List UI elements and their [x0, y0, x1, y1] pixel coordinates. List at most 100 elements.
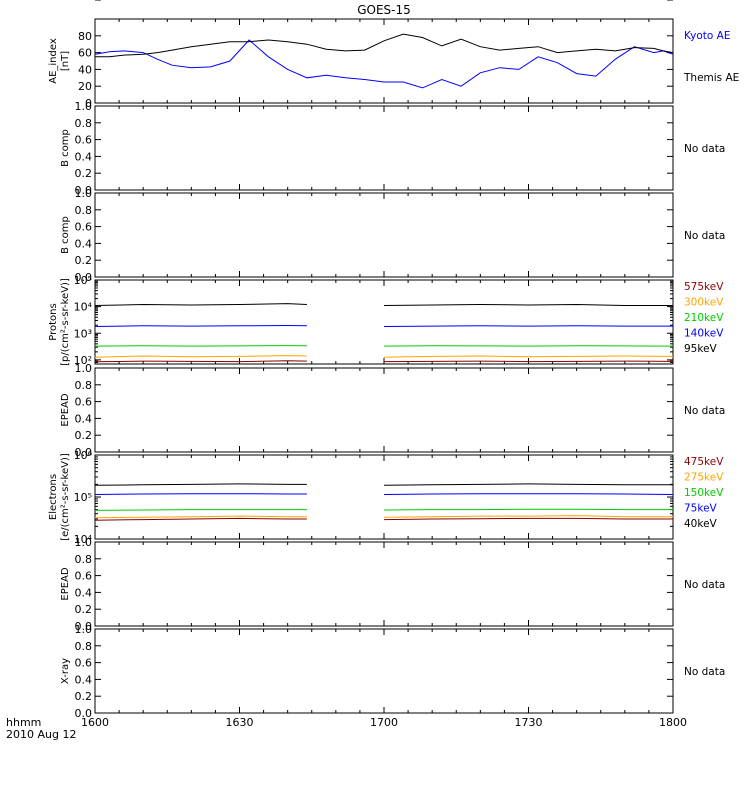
y-tick-label: 0.4	[75, 586, 93, 599]
y-axis-label: AE_index	[48, 38, 59, 84]
panel-frame	[94, 367, 674, 453]
time-axis-label-line1: hhmm	[6, 716, 41, 729]
no-data-label: No data	[684, 666, 725, 678]
y-tick-label: 0.6	[75, 134, 93, 147]
y-tick-label: 0.2	[75, 254, 93, 267]
series-line-575kev	[383, 360, 674, 363]
y-tick-label: 0	[85, 97, 92, 110]
y-axis-label: EPEAD	[60, 567, 71, 601]
y-tick-label: 1.0	[75, 100, 93, 113]
y-tick-label: 0.4	[75, 150, 93, 163]
legend-275kev: 275keV	[684, 472, 724, 484]
legend-140kev: 140keV	[684, 328, 724, 340]
plot-title: GOES-15	[357, 3, 411, 17]
y-axis-label: EPEAD	[60, 393, 71, 427]
y-tick-label: 0.4	[75, 673, 93, 686]
y-tick-label: 0.8	[75, 204, 93, 217]
series-line-40kev	[94, 483, 307, 486]
panel-frame	[94, 279, 674, 365]
y-tick-label: 100	[71, 0, 92, 3]
y-tick-label: 0.0	[75, 707, 93, 720]
y-tick-label: 60	[78, 47, 92, 60]
series-line-95kev	[94, 303, 307, 306]
time-axis-label-line2: 2010 Aug 12	[6, 728, 76, 741]
y-tick-label: 20	[78, 80, 92, 93]
y-tick-label: 0.8	[75, 379, 93, 392]
y-tick-label: 1.0	[75, 187, 93, 200]
y-axis-label: [e/(cm²-s-sr-keV)]	[60, 453, 71, 541]
panel-frame	[94, 454, 674, 540]
series-line-150kev	[94, 509, 307, 511]
y-tick-label: 0.0	[75, 271, 93, 284]
x-tick-label: 1700	[370, 716, 398, 729]
panel-b-comp-2: 0.0 0.2 0.4 0.6 0.8 1.0 B comp No data	[60, 187, 725, 284]
no-data-label: No data	[684, 230, 725, 242]
y-tick-label: 0.8	[75, 117, 93, 130]
panel-b-comp-1: 0.0 0.2 0.4 0.6 0.8 1.0 B comp No data	[60, 100, 725, 197]
panel-ae-index: 0 20 40 60 80 100 AE_index[nT] Kyoto AE Themis A…	[48, 0, 739, 110]
y-tick-label: 0.0	[75, 446, 93, 459]
y-tick-label: 10⁴	[74, 533, 93, 546]
y-tick-label: 1.0	[75, 536, 93, 549]
series-line-140kev	[383, 325, 673, 327]
series-line-275kev	[383, 515, 673, 518]
y-tick-label: 10⁴	[74, 301, 93, 314]
legend-40kev: 40keV	[684, 518, 718, 530]
series-line-kyoto-ae	[94, 39, 674, 89]
y-tick-label: 10⁵	[74, 274, 92, 287]
series-line-75kev	[383, 493, 674, 495]
y-axis-label: [nT]	[60, 51, 71, 71]
y-tick-label: 0.2	[75, 167, 93, 180]
panel-epead-1: 0.0 0.2 0.4 0.6 0.8 1.0 EPEAD No data	[60, 362, 725, 459]
panels: 0 20 40 60 80 100 AE_index[nT] Kyoto AE Themis A…	[48, 0, 739, 729]
y-tick-label: 10⁶	[74, 449, 93, 462]
no-data-label: No data	[684, 143, 725, 155]
panel-epead-2: 0.0 0.2 0.4 0.6 0.8 1.0 EPEAD No data	[60, 536, 725, 633]
y-tick-label: 1.0	[75, 623, 93, 636]
y-axis-label: Electrons	[48, 474, 59, 520]
y-axis-label: X-ray	[60, 658, 71, 684]
series-line-300kev	[383, 355, 674, 358]
legend-75kev: 75keV	[684, 503, 718, 515]
y-axis-label: B comp	[60, 129, 71, 167]
y-tick-label: 0.8	[75, 640, 93, 653]
x-tick-label: 1730	[515, 716, 543, 729]
y-tick-label: 0.2	[75, 690, 93, 703]
legend-themis-ae: Themis AE	[683, 72, 739, 84]
legend-575kev: 575keV	[684, 281, 724, 293]
y-tick-label: 0.4	[75, 412, 93, 425]
y-tick-label: 10⁵	[74, 491, 92, 504]
series-line-140kev	[94, 324, 307, 327]
legend-210kev: 210keV	[684, 312, 724, 324]
y-tick-label: 40	[78, 63, 92, 76]
y-tick-label: 0.2	[75, 603, 93, 616]
legend-300kev: 300keV	[684, 297, 724, 309]
x-tick-label: 1630	[226, 716, 254, 729]
y-tick-label: 0.0	[75, 620, 93, 633]
y-tick-label: 0.6	[75, 570, 93, 583]
panel-frame	[94, 628, 674, 714]
y-axis-label: B comp	[60, 216, 71, 254]
no-data-label: No data	[684, 405, 725, 417]
legend-kyoto-ae: Kyoto AE	[684, 30, 730, 42]
y-tick-label: 0.6	[75, 396, 93, 409]
legend-95kev: 95keV	[684, 343, 718, 355]
panel-frame	[94, 18, 674, 104]
panel-x-ray: 0.0 0.2 0.4 0.6 0.8 1.0 X-ray No data	[60, 623, 725, 720]
y-tick-label: 1.0	[75, 362, 93, 375]
series-line-575kev	[94, 360, 307, 363]
series-line-475kev	[383, 517, 673, 521]
x-tick-label: 1600	[81, 716, 109, 729]
series-line-300kev	[94, 355, 307, 358]
series-line-75kev	[94, 493, 307, 495]
y-tick-label: 10³	[74, 327, 92, 340]
panel-protons: 10² 10³ 10⁴ 10⁵ Protons [p/(cm²-s-sr-keV)] 575…	[48, 274, 724, 367]
series-line-themis-ae	[95, 33, 674, 58]
y-tick-label: 0.8	[75, 553, 93, 566]
series-line-475kev	[94, 517, 307, 521]
y-tick-label: 0.0	[75, 184, 93, 197]
y-tick-label: 0.2	[75, 429, 93, 442]
panel-frame	[94, 192, 674, 278]
